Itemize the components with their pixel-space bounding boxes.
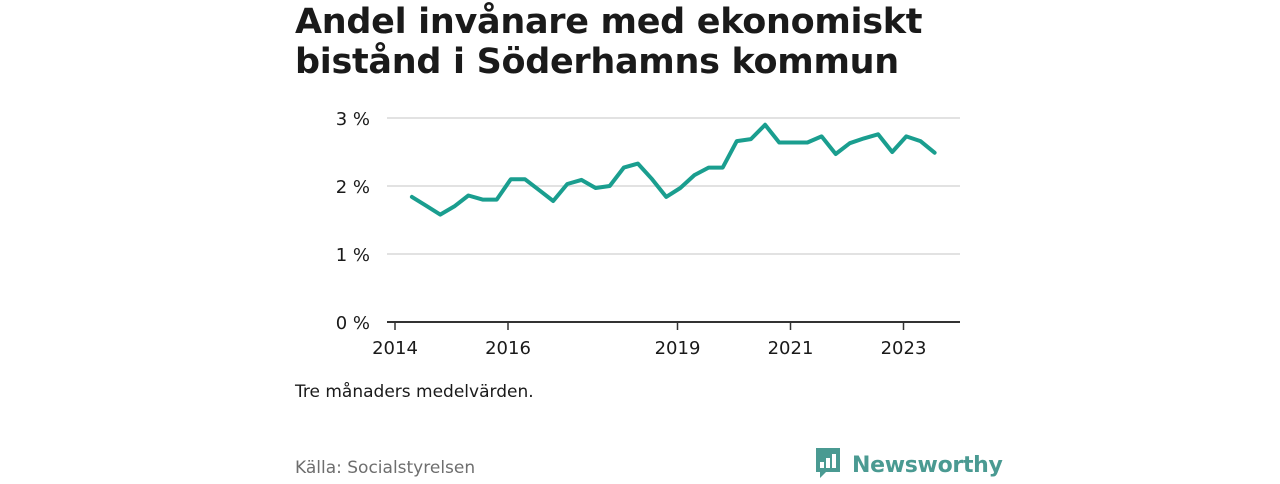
data-point [834, 152, 838, 156]
data-point [466, 194, 470, 198]
data-point [876, 132, 880, 136]
data-point [805, 140, 809, 144]
chart-title: Andel invånare med ekonomiskt bistånd i … [295, 2, 923, 82]
data-point [904, 134, 908, 138]
data-point [650, 177, 654, 181]
data-point [481, 198, 485, 202]
data-point [820, 134, 824, 138]
x-tick-label: 2023 [881, 338, 927, 359]
chart-note: Tre månaders medelvärden. [295, 382, 534, 402]
series-line [409, 122, 937, 217]
data-point [622, 166, 626, 170]
bar-chart-speech-bubble-icon [814, 446, 842, 484]
data-point [438, 213, 442, 217]
data-point [735, 139, 739, 143]
brand-name: Newsworthy [852, 452, 1003, 478]
data-point [749, 137, 753, 141]
newsworthy-logo: Newsworthy [814, 446, 1003, 484]
data-point [608, 184, 612, 188]
data-point [664, 195, 668, 199]
y-tick-label: 3 % [336, 109, 370, 130]
data-point [692, 173, 696, 177]
data-point [565, 182, 569, 186]
data-point [537, 188, 541, 192]
data-point [579, 178, 583, 182]
data-point [551, 199, 555, 203]
data-point [763, 123, 767, 127]
x-axis-ticks: 2014 2016 2019 2021 2023 [372, 322, 926, 359]
y-axis-labels: 0 % 1 % 2 % 3 % [336, 109, 370, 334]
data-point [777, 140, 781, 144]
data-point [523, 177, 527, 181]
series-line-layer [409, 122, 937, 217]
x-tick-label: 2019 [655, 338, 701, 359]
source-text: Källa: Socialstyrelsen [295, 458, 476, 478]
data-point [424, 204, 428, 208]
grid [387, 117, 960, 255]
data-point [791, 140, 795, 144]
y-tick-label: 1 % [336, 245, 370, 266]
data-point [678, 186, 682, 190]
data-point [509, 177, 513, 181]
data-point [862, 136, 866, 140]
x-tick-label: 2016 [485, 338, 531, 359]
data-point [594, 186, 598, 190]
y-tick-label: 0 % [336, 313, 370, 334]
data-point [848, 141, 852, 145]
data-point [452, 204, 456, 208]
data-point [636, 162, 640, 166]
data-point [890, 150, 894, 154]
data-point [495, 198, 499, 202]
data-point [410, 195, 414, 199]
x-tick-label: 2021 [768, 338, 814, 359]
data-point [933, 151, 937, 155]
y-tick-label: 2 % [336, 177, 370, 198]
data-point [707, 166, 711, 170]
data-point [721, 166, 725, 170]
data-point [918, 139, 922, 143]
x-tick-label: 2014 [372, 338, 418, 359]
